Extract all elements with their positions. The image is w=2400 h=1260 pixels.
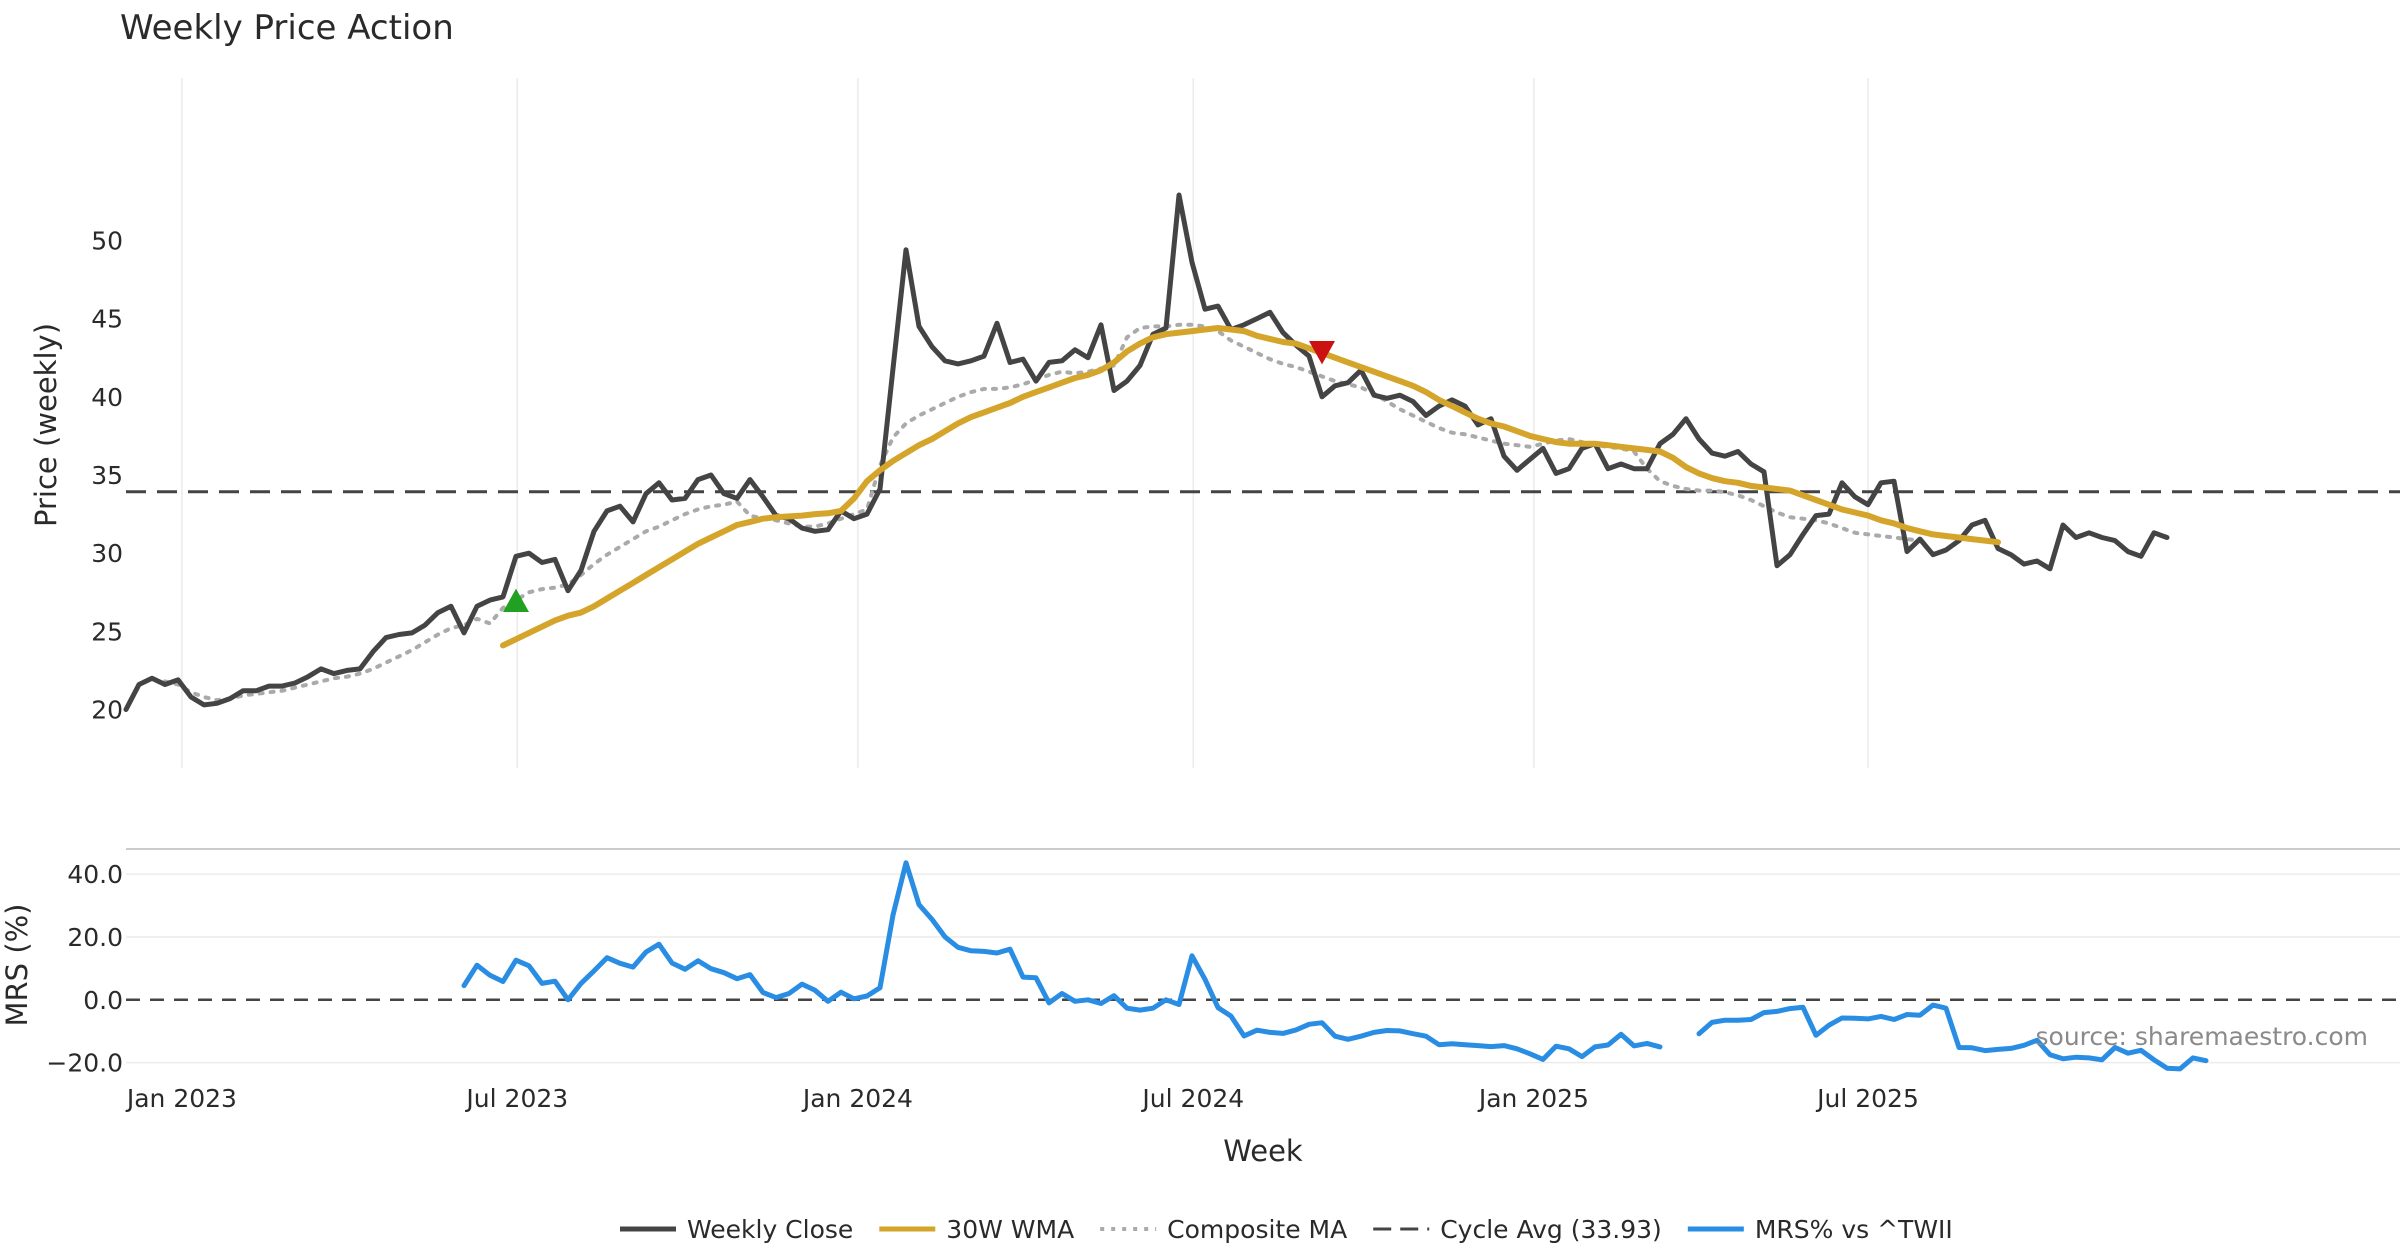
source-note: source: sharemaestro.com [2036, 1022, 2369, 1051]
legend-item-composite-ma: Composite MA [1100, 1215, 1347, 1244]
legend-item-cycle-avg-33-93: Cycle Avg (33.93) [1373, 1215, 1662, 1244]
x-tick-label: Jul 2023 [464, 1084, 568, 1113]
sell-signal-marker [1309, 341, 1335, 365]
price-x-grid [181, 78, 1869, 768]
mrs-y-tick-label: 40.0 [67, 860, 123, 889]
legend-item-30w-wma: 30W WMA [879, 1215, 1074, 1244]
legend-label: Composite MA [1167, 1215, 1347, 1244]
price-series [123, 192, 2170, 712]
mrs-y-tick-label: 0.0 [83, 986, 123, 1015]
x-axis-label: Week [1223, 1134, 1303, 1168]
x-tick-label: Jul 2024 [1140, 1084, 1244, 1113]
chart-title: Weekly Price Action [120, 8, 454, 48]
price-y-tick-label: 30 [91, 539, 123, 568]
x-tick-label: Jan 2025 [1477, 1084, 1589, 1113]
legend-label: Cycle Avg (33.93) [1440, 1215, 1662, 1244]
mrs-series [461, 860, 2209, 1072]
legend-label: 30W WMA [946, 1215, 1074, 1244]
series-line-weekly-close [123, 192, 2170, 712]
price-y-ticks: 20 25 30 35 40 45 50 [91, 226, 123, 724]
price-y-axis-label: Price (weekly) [29, 323, 63, 527]
price-y-tick-label: 25 [91, 617, 123, 646]
legend-label: Weekly Close [687, 1215, 853, 1244]
series-line-composite-ma [163, 322, 1922, 703]
series-line-30w-wma [500, 325, 2001, 649]
x-tick-labels: Jan 2023 Jul 2023 Jan 2024 Jul 2024 Jan 2025… [125, 1084, 1919, 1113]
legend-item-weekly-close: Weekly Close [620, 1215, 853, 1244]
price-y-tick-label: 35 [91, 461, 123, 490]
signal-markers [503, 341, 1335, 613]
legend: Weekly Close 30W WMA Composite MA Cycle Avg… [620, 1215, 1953, 1244]
mrs-y-grid [126, 873, 2400, 1064]
price-y-tick-label: 50 [91, 226, 123, 255]
mrs-y-ticks: 40.0 20.0 0.0 −20.0 [46, 860, 123, 1077]
mrs-y-tick-label: 20.0 [67, 923, 123, 952]
buy-signal-marker [503, 588, 529, 613]
x-tick-label: Jul 2025 [1815, 1084, 1919, 1113]
price-y-tick-label: 45 [91, 305, 123, 334]
x-tick-label: Jan 2023 [125, 1084, 237, 1113]
series-line-mrs-vs-twii [461, 860, 2209, 1072]
legend-item-mrs-vs-twii: MRS% vs ^TWII [1687, 1215, 1953, 1244]
legend-label: MRS% vs ^TWII [1755, 1215, 1953, 1244]
x-tick-label: Jan 2024 [801, 1084, 913, 1113]
mrs-y-axis-label: MRS (%) [0, 904, 34, 1027]
mrs-y-tick-label: −20.0 [46, 1049, 123, 1078]
price-y-tick-label: 20 [91, 696, 123, 725]
price-y-tick-label: 40 [91, 383, 123, 412]
